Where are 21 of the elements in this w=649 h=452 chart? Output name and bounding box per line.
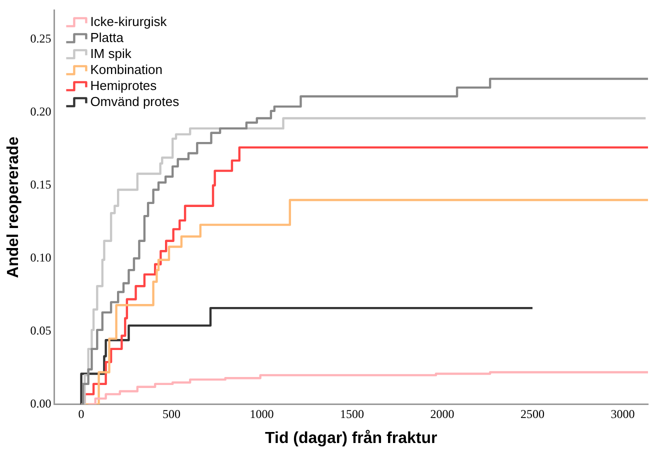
x-tick-label: 2500 <box>520 406 544 421</box>
x-tick-label: 1500 <box>340 406 364 421</box>
y-tick-label: 0.20 <box>30 104 52 119</box>
legend-label: Icke-kirurgisk <box>90 14 168 29</box>
x-tick-label: 2000 <box>430 406 454 421</box>
x-axis-title: Tid (dagar) från fraktur <box>265 428 438 447</box>
y-tick-label: 0.25 <box>30 32 52 46</box>
legend-label: Platta <box>90 30 124 45</box>
legend-label: Kombination <box>90 62 162 77</box>
legend-label: IM spik <box>90 46 132 61</box>
x-tick-label: 500 <box>162 406 181 421</box>
legend-label: Hemiprotes <box>90 78 158 93</box>
x-tick-label: 1000 <box>250 406 274 421</box>
y-tick-label: 0.00 <box>30 396 52 411</box>
y-axis-title: Andel reopererade <box>5 136 22 278</box>
x-tick-label: 0 <box>78 406 84 421</box>
legend-label: Omvänd protes <box>90 94 180 109</box>
x-tick-label: 3000 <box>610 406 635 421</box>
y-tick-label: 0.05 <box>30 324 52 338</box>
y-tick-label: 0.10 <box>30 250 52 265</box>
y-tick-label: 0.15 <box>30 178 52 192</box>
